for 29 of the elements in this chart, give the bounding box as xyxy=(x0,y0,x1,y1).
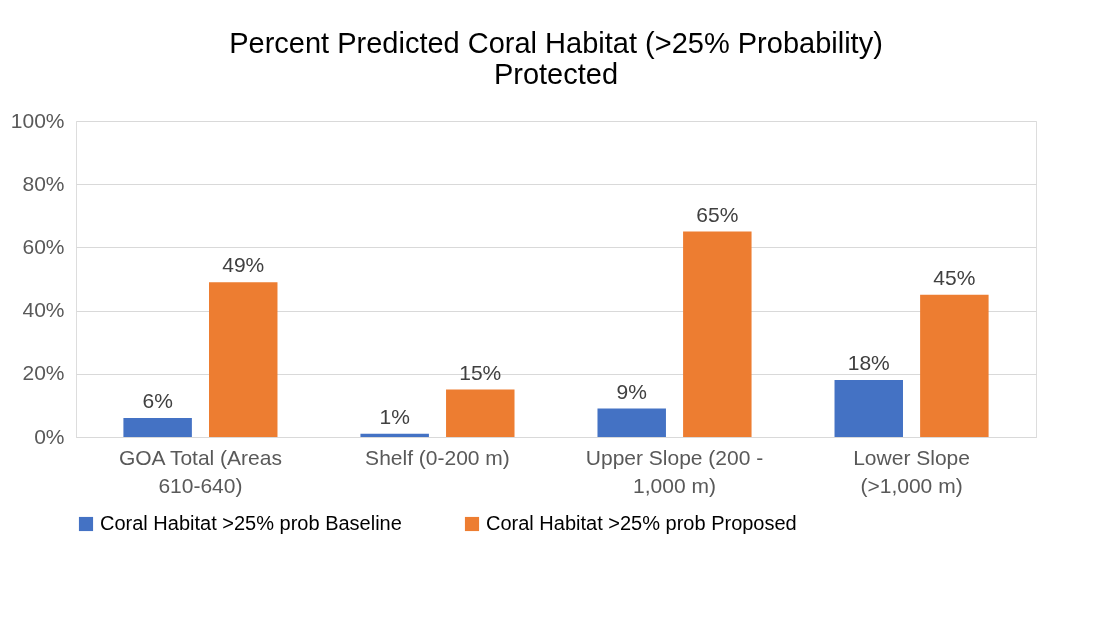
data-label: 45% xyxy=(933,265,976,289)
y-tick-label: 20% xyxy=(22,361,65,385)
data-label: 18% xyxy=(847,351,890,375)
legend-label: Coral Habitat >25% prob Proposed xyxy=(486,512,797,534)
x-tick-label: Upper Slope (200 - 1,000 m) xyxy=(585,445,764,497)
bar xyxy=(834,380,903,437)
data-label: 1% xyxy=(379,404,410,428)
y-tick-label: 80% xyxy=(22,171,65,195)
x-tick-label: GOA Total (Areas 610-640) xyxy=(118,445,282,497)
legend-label: Coral Habitat >25% prob Baseline xyxy=(100,512,402,534)
x-tick-label: Shelf (0-200 m) xyxy=(365,445,510,469)
data-label: 65% xyxy=(696,202,739,226)
y-tick-label: 0% xyxy=(34,424,65,448)
x-tick-label: Lower Slope (>1,000 m) xyxy=(853,445,970,497)
bar xyxy=(360,433,429,437)
y-tick-label: 60% xyxy=(22,234,65,258)
bar xyxy=(446,389,515,437)
data-label: 15% xyxy=(459,360,502,384)
data-label: 9% xyxy=(616,379,647,403)
data-label: 49% xyxy=(222,253,265,277)
data-label: 6% xyxy=(142,389,173,413)
bar xyxy=(920,294,989,437)
bar xyxy=(123,418,192,437)
chart-title: Percent Predicted Coral Habitat (>25% Probability) Protected xyxy=(229,27,883,90)
bar xyxy=(209,282,278,437)
bar xyxy=(683,231,752,437)
y-tick-label: 100% xyxy=(10,108,65,132)
y-tick-label: 40% xyxy=(22,298,65,322)
bar xyxy=(597,408,666,437)
